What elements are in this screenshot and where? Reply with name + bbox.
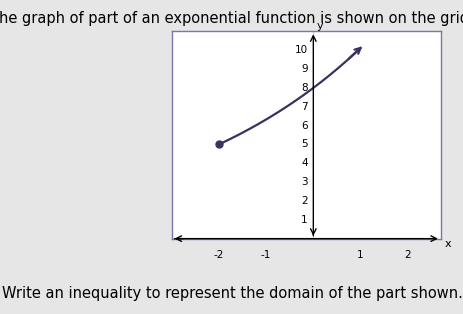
- Text: y: y: [316, 21, 323, 31]
- Text: 1: 1: [357, 250, 363, 260]
- Text: 8: 8: [300, 83, 307, 93]
- Text: The graph of part of an exponential function is shown on the grid.: The graph of part of an exponential func…: [0, 11, 463, 26]
- Text: 2: 2: [300, 196, 307, 206]
- Text: 4: 4: [300, 158, 307, 168]
- Text: 10: 10: [294, 45, 307, 55]
- Text: 2: 2: [404, 250, 410, 260]
- Text: Write an inequality to represent the domain of the part shown.: Write an inequality to represent the dom…: [1, 286, 462, 301]
- Text: -2: -2: [213, 250, 224, 260]
- Text: 9: 9: [300, 64, 307, 74]
- Text: 3: 3: [300, 177, 307, 187]
- Text: 1: 1: [300, 215, 307, 225]
- Text: 6: 6: [300, 121, 307, 131]
- Text: 5: 5: [300, 139, 307, 149]
- Text: x: x: [444, 239, 450, 249]
- Text: -1: -1: [260, 250, 271, 260]
- Text: 7: 7: [300, 102, 307, 112]
